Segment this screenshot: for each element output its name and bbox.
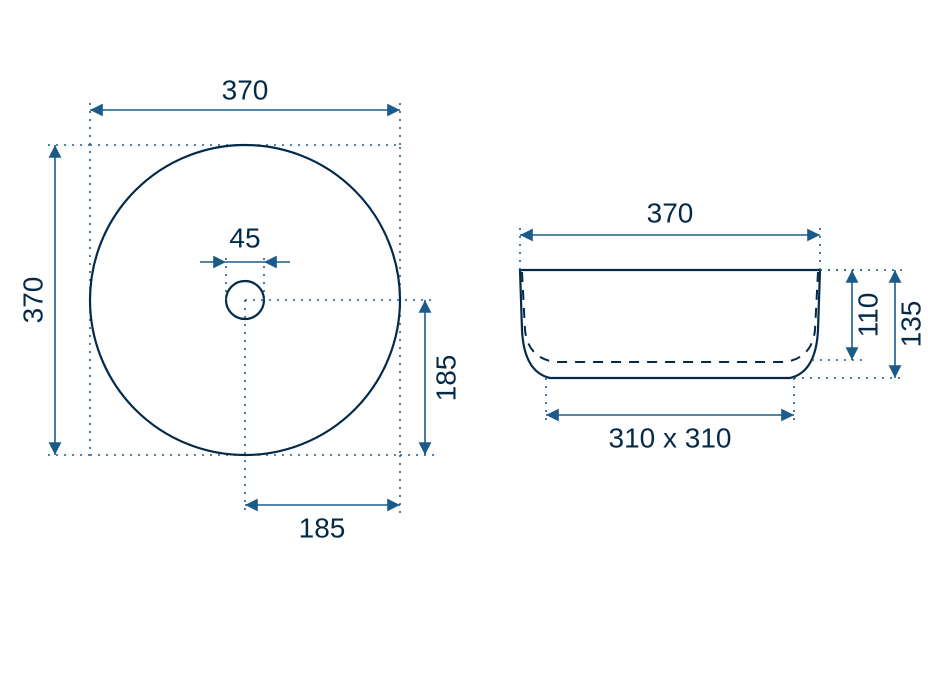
dim-drain-label: 45 [229,222,260,253]
dim-half-y: 185 [245,300,461,455]
dim-base-label: 310 x 310 [609,422,732,453]
basin-inner-dashed [522,272,818,362]
dim-top-width: 370 [90,74,400,145]
dim-half-y-label: 185 [430,355,461,402]
dim-outer-height-label: 135 [895,301,926,348]
dim-half-x-label: 185 [299,512,346,543]
dim-drain: 45 [200,222,290,300]
dim-top-width-label: 370 [222,74,269,105]
side-view: 370 310 x 310 110 135 [520,197,926,453]
technical-drawing: 370 370 45 185 [0,0,928,686]
dim-inner-depth-label: 110 [852,293,883,338]
dim-half-x: 185 [245,300,400,543]
dim-side-width-label: 370 [647,197,694,228]
dim-inner-depth: 110 [812,270,883,360]
dim-side-width: 370 [520,197,820,270]
dim-left-height: 370 [17,145,90,455]
dim-base: 310 x 310 [546,378,794,453]
top-view: 370 370 45 185 [17,74,461,543]
dim-left-height-label: 370 [17,277,48,324]
